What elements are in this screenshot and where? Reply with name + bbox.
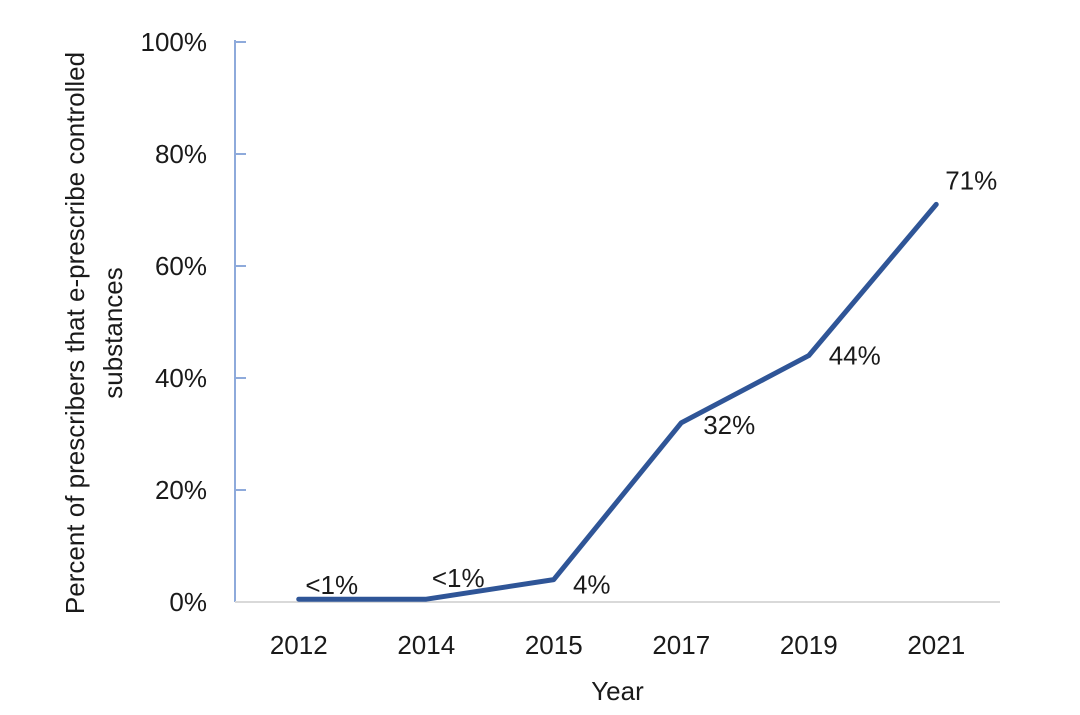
x-tick-label: 2021 [907,630,965,660]
x-tick-label: 2017 [652,630,710,660]
y-tick-label: 80% [155,139,207,169]
y-axis-title-line2: substances [98,267,128,399]
y-tick-label: 20% [155,475,207,505]
data-label: 44% [829,341,881,371]
data-line [296,201,939,602]
x-axis-title: Year [591,676,644,706]
x-tick-label: 2019 [780,630,838,660]
data-label: 32% [703,410,755,440]
y-axis-title: Percent of prescribers that e-prescribe … [56,3,132,663]
y-tick-label: 40% [155,363,207,393]
data-label: 71% [945,165,997,195]
data-label: 4% [573,570,611,600]
y-tick-label: 100% [141,27,208,57]
y-tick-label: 60% [155,251,207,281]
y-tick-label: 0% [169,587,207,617]
data-label: <1% [432,563,485,593]
x-tick-label: 2012 [270,630,328,660]
y-axis-title-line1: Percent of prescribers that e-prescribe … [60,51,90,615]
x-tick-label: 2015 [525,630,583,660]
x-tick-label: 2014 [397,630,455,660]
data-label: <1% [305,570,358,600]
